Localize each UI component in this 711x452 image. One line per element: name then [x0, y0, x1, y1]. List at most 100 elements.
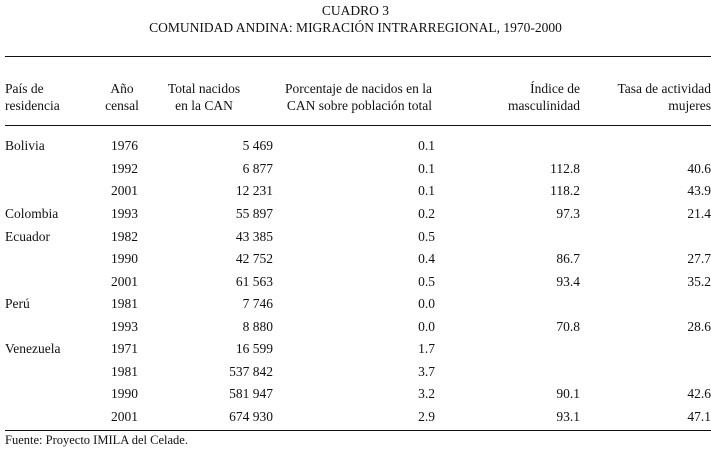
cell-total: 43 385	[235, 228, 273, 244]
cell-activity: 42.6	[687, 386, 711, 402]
cell-country: Perú	[5, 296, 30, 312]
cell-percent: 0.4	[418, 251, 435, 267]
cell-percent: 0.0	[418, 296, 435, 312]
migration-table: Bolivia 1976 5 469 0.1 1992 6 877 0.1 112.8 40.6…	[5, 135, 711, 428]
cell-country	[5, 361, 103, 384]
table-row: 1993 8 880 0.0 70.8 28.6	[5, 316, 711, 339]
cell-masculinity: 93.4	[556, 273, 580, 289]
cell-year: 2001	[111, 409, 138, 425]
cell-total: 537 842	[229, 363, 273, 379]
bottom-rule	[5, 430, 711, 431]
header-total: Total nacidos en la CAN	[167, 81, 241, 113]
cell-country: Ecuador	[5, 228, 50, 244]
cell-year: 1993	[111, 318, 138, 334]
cell-country: Bolivia	[5, 138, 45, 154]
cell-year: 1981	[111, 363, 138, 379]
cell-year: 1990	[111, 386, 138, 402]
table-row: 1990 42 752 0.4 86.7 27.7	[5, 248, 711, 271]
table-number: CUADRO 3	[321, 3, 390, 18]
table-row: 1992 6 877 0.1 112.8 40.6	[5, 158, 711, 181]
table-row: Bolivia 1976 5 469 0.1	[5, 135, 711, 158]
cell-masculinity: 93.1	[556, 409, 580, 425]
cell-activity: 40.6	[687, 160, 711, 176]
cell-masculinity	[435, 135, 580, 158]
cell-year: 2001	[111, 273, 138, 289]
cell-activity	[580, 225, 711, 248]
cell-year: 1971	[111, 341, 138, 357]
cell-percent: 0.1	[418, 183, 435, 199]
cell-total: 61 563	[235, 273, 273, 289]
cell-activity	[580, 338, 711, 361]
cell-country	[5, 383, 103, 406]
cell-percent: 0.0	[418, 318, 435, 334]
cell-country	[5, 158, 103, 181]
cell-masculinity: 118.2	[550, 183, 580, 199]
table-row: 1990 581 947 3.2 90.1 42.6	[5, 383, 711, 406]
cell-year: 2001	[111, 183, 138, 199]
header-year: Año censal	[105, 81, 139, 113]
header-masculinity: Índice de masculinidad	[508, 81, 580, 113]
cell-country: Venezuela	[5, 341, 61, 357]
cell-percent: 0.1	[418, 138, 435, 154]
cell-activity: 27.7	[687, 251, 711, 267]
cell-year: 1992	[111, 160, 138, 176]
table-row: 2001 61 563 0.5 93.4 35.2	[5, 270, 711, 293]
table-body: Bolivia 1976 5 469 0.1 1992 6 877 0.1 112.8 40.6…	[5, 135, 711, 428]
cell-percent: 0.5	[418, 273, 435, 289]
cell-masculinity	[435, 225, 580, 248]
cell-percent: 2.9	[418, 409, 435, 425]
table-row: Venezuela 1971 16 599 1.7	[5, 338, 711, 361]
header-rule	[5, 125, 711, 126]
cell-country	[5, 406, 103, 429]
table-title-block: CUADRO 3 COMUNIDAD ANDINA: MIGRACIÓN INT…	[0, 2, 711, 36]
cell-year: 1982	[111, 228, 138, 244]
header-percent: Porcentaje de nacidos en la CAN sobre po…	[285, 81, 432, 113]
source-note: Fuente: Proyecto IMILA del Celade.	[5, 433, 188, 447]
table-row: Perú 1981 7 746 0.0	[5, 293, 711, 316]
cell-year: 1981	[111, 296, 138, 312]
cell-masculinity	[435, 293, 580, 316]
cell-year: 1976	[111, 138, 138, 154]
cell-activity: 47.1	[687, 409, 711, 425]
cell-total: 6 877	[242, 160, 273, 176]
cell-masculinity: 112.8	[550, 160, 580, 176]
cell-activity	[580, 361, 711, 384]
cell-percent: 0.5	[418, 228, 435, 244]
cell-total: 55 897	[235, 205, 273, 221]
cell-total: 42 752	[235, 251, 273, 267]
cell-masculinity: 97.3	[556, 205, 580, 221]
cell-year: 1993	[111, 205, 138, 221]
cell-country	[5, 316, 103, 339]
table-row: 2001 12 231 0.1 118.2 43.9	[5, 180, 711, 203]
cell-country	[5, 270, 103, 293]
cell-activity	[580, 135, 711, 158]
cell-activity: 28.6	[687, 318, 711, 334]
cell-total: 5 469	[242, 138, 273, 154]
cell-country: Colombia	[5, 205, 59, 221]
cell-activity: 35.2	[687, 273, 711, 289]
top-rule	[5, 56, 711, 57]
table-title: COMUNIDAD ANDINA: MIGRACIÓN INTRARREGION…	[149, 20, 562, 35]
table-row: Colombia 1993 55 897 0.2 97.3 21.4	[5, 203, 711, 226]
cell-activity: 21.4	[687, 205, 711, 221]
cell-percent: 3.2	[418, 386, 435, 402]
cell-total: 674 930	[229, 409, 273, 425]
cell-masculinity	[435, 338, 580, 361]
cell-activity	[580, 293, 711, 316]
cell-masculinity	[435, 361, 580, 384]
cell-total: 8 880	[242, 318, 273, 334]
cell-percent: 3.7	[418, 363, 435, 379]
cell-country	[5, 248, 103, 271]
cell-activity: 43.9	[687, 183, 711, 199]
cell-percent: 1.7	[418, 341, 435, 357]
table-row: Ecuador 1982 43 385 0.5	[5, 225, 711, 248]
cell-percent: 0.1	[418, 160, 435, 176]
cell-total: 12 231	[235, 183, 273, 199]
cell-masculinity: 70.8	[556, 318, 580, 334]
cell-masculinity: 90.1	[556, 386, 580, 402]
header-activity: Tasa de actividad mujeres	[617, 81, 711, 113]
cell-masculinity: 86.7	[556, 251, 580, 267]
cell-country	[5, 180, 103, 203]
cell-total: 7 746	[242, 296, 273, 312]
cell-total: 581 947	[229, 386, 273, 402]
